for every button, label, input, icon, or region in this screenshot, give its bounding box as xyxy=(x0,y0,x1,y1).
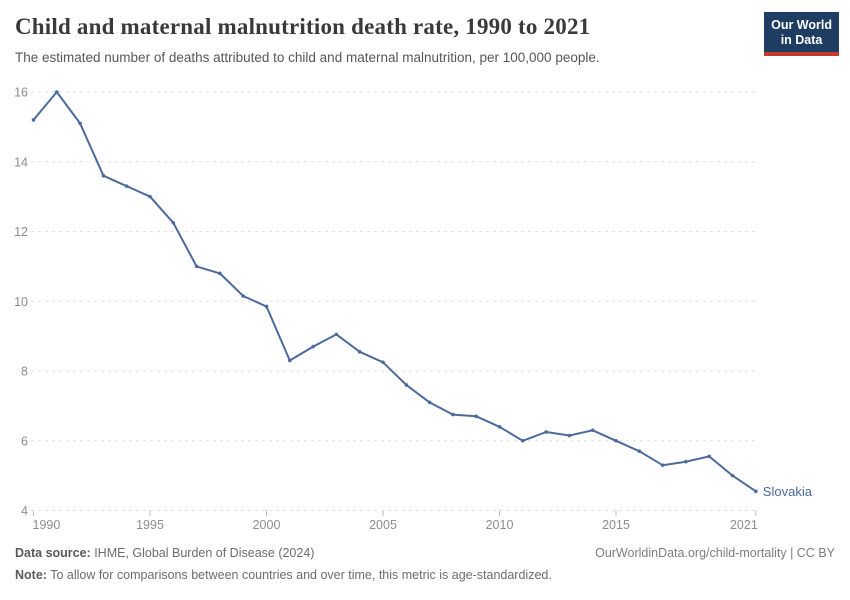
data-point-1997 xyxy=(194,264,199,269)
data-point-2007 xyxy=(427,400,432,405)
data-point-1992 xyxy=(78,121,82,126)
y-axis-label-14: 14 xyxy=(14,155,28,169)
chart-title: Child and maternal malnutrition death ra… xyxy=(15,14,591,39)
data-point-1998 xyxy=(218,271,222,276)
data-point-1993 xyxy=(101,173,106,178)
data-point-1994 xyxy=(124,184,129,188)
y-axis-label-12: 12 xyxy=(14,225,28,239)
data-point-2014 xyxy=(590,428,595,433)
data-point-2018 xyxy=(684,459,688,464)
data-point-2015 xyxy=(614,438,618,443)
series-end-label: Slovakia xyxy=(763,484,813,499)
data-point-2001 xyxy=(288,358,292,363)
line-chart-canvas: 4 6 8 10 12 14 16 1990 1995 2000 2005 2010 2015 2021 S… xyxy=(14,86,813,533)
data-point-2009 xyxy=(474,414,479,419)
data-point-2010 xyxy=(497,425,502,429)
data-point-2021 xyxy=(754,489,758,494)
y-axis-label-8: 8 xyxy=(21,365,28,379)
x-axis-label-2015: 2015 xyxy=(602,518,630,532)
data-point-1990 xyxy=(31,118,36,122)
data-point-2020 xyxy=(730,473,735,478)
x-axis-label-2021: 2021 xyxy=(730,518,758,532)
owid-logo-line2: in Data xyxy=(780,33,823,47)
series-line-slovakia xyxy=(32,91,757,493)
data-point-1995 xyxy=(148,194,152,199)
x-axis-label-2000: 2000 xyxy=(253,518,281,532)
data-point-2008 xyxy=(451,412,455,417)
owid-url-license: OurWorldinData.org/child-mortality | CC … xyxy=(595,546,835,560)
data-point-2016 xyxy=(637,449,642,454)
chart-subtitle: The estimated number of deaths attribute… xyxy=(15,50,600,65)
data-point-2005 xyxy=(381,360,385,365)
data-point-2003 xyxy=(334,332,339,337)
data-point-2000 xyxy=(264,304,269,309)
data-source-label: Data source: xyxy=(15,546,91,560)
data-point-2017 xyxy=(660,463,665,467)
data-point-2013 xyxy=(567,433,572,438)
data-point-2011 xyxy=(521,438,525,443)
data-point-2004 xyxy=(357,350,362,354)
data-point-2006 xyxy=(404,383,409,387)
data-point-2002 xyxy=(311,344,315,349)
owid-logo: Our World in Data xyxy=(764,12,839,56)
y-axis-label-10: 10 xyxy=(14,295,28,309)
y-axis-label-6: 6 xyxy=(21,434,28,448)
x-axis-label-2010: 2010 xyxy=(486,518,514,532)
owid-logo-line1: Our World xyxy=(771,18,832,32)
data-point-1991 xyxy=(55,90,59,94)
data-source-line: Data source: IHME, Global Burden of Dise… xyxy=(15,546,835,560)
data-source-value: IHME, Global Burden of Disease (2024) xyxy=(90,546,315,560)
y-axis-label-4: 4 xyxy=(21,504,28,518)
note-line: Note: To allow for comparisons between c… xyxy=(15,568,835,582)
data-point-2012 xyxy=(544,430,548,434)
note-value: To allow for comparisons between countri… xyxy=(46,568,552,582)
note-label: Note: xyxy=(15,568,47,582)
y-axis-label-16: 16 xyxy=(14,86,28,100)
data-point-1999 xyxy=(241,294,245,298)
x-axis-label-1990: 1990 xyxy=(33,518,61,532)
data-point-2019 xyxy=(707,454,711,459)
x-axis-label-1995: 1995 xyxy=(136,518,164,532)
x-axis-label-2005: 2005 xyxy=(369,518,397,532)
data-point-1996 xyxy=(171,220,176,225)
